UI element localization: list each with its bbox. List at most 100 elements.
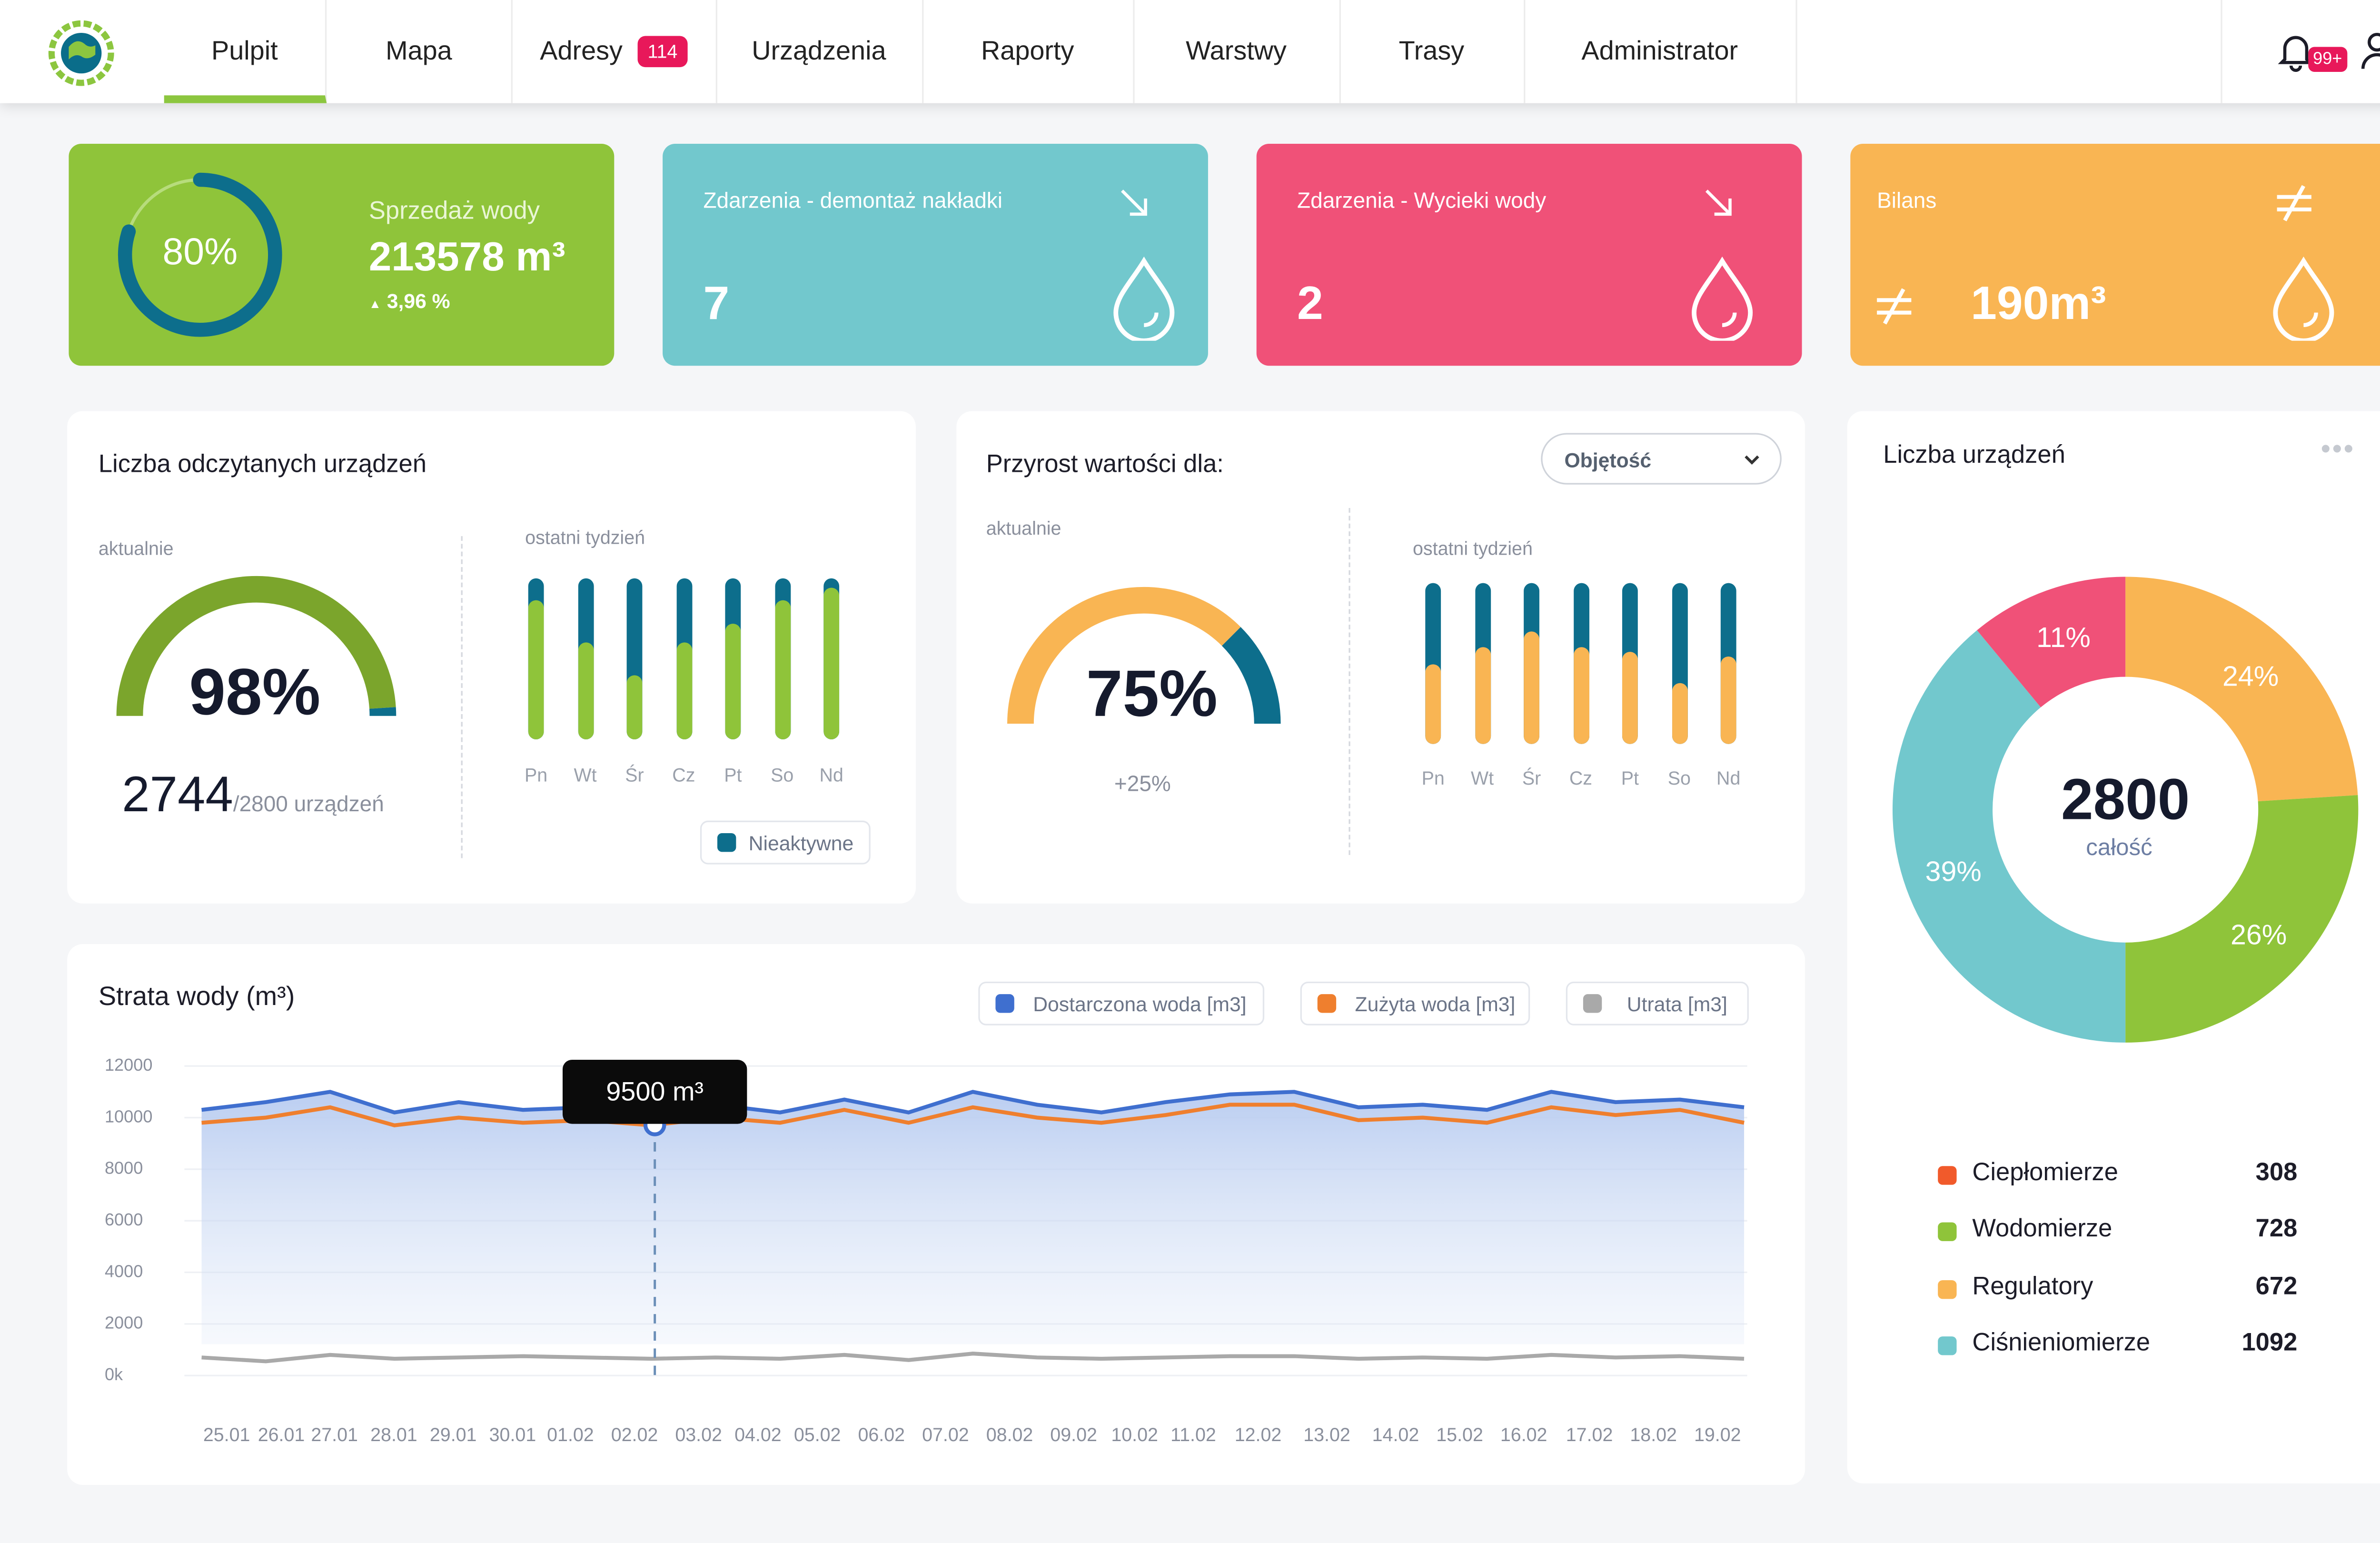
series-line[interactable]: [201, 1090, 1745, 1115]
kpi-sales-card[interactable]: 80% Sprzedaż wody 213578 m³ ▲ 3,96 %: [69, 144, 615, 366]
tab-label: Urządzenia: [752, 36, 886, 66]
legend-count: 308: [2255, 1160, 2298, 1186]
not-equal-icon: [1877, 288, 1912, 325]
legend-dostarczona[interactable]: Dostarczona woda [m3]: [978, 981, 1265, 1025]
gauge-rest-arc: [1221, 627, 1281, 724]
series-line[interactable]: [201, 1103, 1745, 1127]
growth-gauge: [1007, 587, 1281, 724]
tab-label: Administrator: [1581, 36, 1738, 66]
legend-name: Regulatory: [1972, 1274, 2093, 1301]
x-tick-label: 09.02: [1050, 1424, 1097, 1446]
day-label: So: [1667, 767, 1691, 790]
y-tick: 10000: [104, 1108, 153, 1127]
x-tick-label: 10.02: [1111, 1424, 1158, 1446]
sales-change: ▲ 3,96 %: [369, 289, 450, 312]
legend-cisnieniomierze[interactable]: Ciśnieniomierze 1092: [1938, 1330, 2297, 1362]
divider: [461, 536, 463, 858]
week-bar-fill: [1671, 683, 1687, 744]
x-tick-label: 13.02: [1303, 1424, 1350, 1446]
week-bar-fill: [725, 623, 741, 739]
x-tick-label: 02.02: [611, 1424, 658, 1446]
sales-unit: m³: [516, 233, 565, 280]
tab-trasy[interactable]: Trasy: [1339, 0, 1526, 103]
donut-slice-label: 26%: [2231, 919, 2287, 950]
donut-slice[interactable]: [1977, 577, 2126, 707]
week-bar[interactable]: [675, 578, 692, 739]
sales-value: 213578 m³: [369, 233, 565, 281]
week-bar-fill: [528, 601, 544, 739]
week-bar[interactable]: [1622, 583, 1638, 744]
tab-label: Pulpit: [211, 36, 278, 66]
arrow-down-right-icon: [1121, 189, 1147, 216]
week-bar[interactable]: [774, 578, 790, 739]
week-bar[interactable]: [823, 578, 840, 739]
day-label: Pt: [1621, 767, 1639, 790]
demontaz-title: Zdarzenia - demontaż nakładki: [703, 187, 1002, 213]
week-bar[interactable]: [725, 578, 741, 739]
legend-name: Ciepłomierze: [1972, 1160, 2118, 1186]
tab-pulpit[interactable]: Pulpit: [164, 0, 327, 103]
legend-wodomierze[interactable]: Wodomierze 728: [1938, 1216, 2297, 1247]
week-bar[interactable]: [1720, 583, 1736, 744]
legend-swatch: [1938, 1166, 1957, 1185]
globe-logo-icon[interactable]: [47, 19, 115, 87]
series-line[interactable]: [201, 1352, 1745, 1364]
donut-slice-label: 39%: [1925, 856, 1982, 887]
x-tick-label: 25.01: [203, 1424, 250, 1446]
x-tick-label: 15.02: [1436, 1424, 1483, 1446]
legend-label: Nieaktywne: [748, 831, 854, 855]
tab-warstwy[interactable]: Warstwy: [1133, 0, 1341, 103]
week-bar[interactable]: [528, 578, 544, 739]
sales-percent: 80%: [162, 231, 238, 274]
devices-title: Liczba urządzeń: [1883, 442, 2065, 469]
legend-zuzyta[interactable]: Zużyta woda [m3]: [1300, 981, 1530, 1025]
tab-raporty[interactable]: Raporty: [922, 0, 1135, 103]
week-bar[interactable]: [1671, 583, 1687, 744]
week-bar-fill: [1622, 652, 1638, 744]
week-bar[interactable]: [1524, 583, 1539, 744]
legend-name: Wodomierze: [1972, 1216, 2112, 1243]
x-tick-label: 04.02: [734, 1424, 782, 1446]
x-tick-label: 16.02: [1500, 1424, 1547, 1446]
legend-count: 728: [2255, 1216, 2298, 1243]
kpi-demontaz-card[interactable]: Zdarzenia - demontaż nakładki 7: [663, 144, 1208, 366]
more-options-icon[interactable]: •••: [2320, 433, 2355, 465]
sales-number: 213578: [368, 233, 505, 280]
sales-change-value: 3,96 %: [387, 289, 450, 313]
gauge-value-arc: [1007, 587, 1241, 724]
week-bar[interactable]: [1573, 583, 1589, 744]
donut-slice[interactable]: [2125, 795, 2359, 1043]
donut-slice[interactable]: [1892, 630, 2126, 1043]
week-bar[interactable]: [577, 578, 593, 739]
user-icon[interactable]: [2358, 31, 2380, 72]
tab-administrator[interactable]: Administrator: [1524, 0, 1797, 103]
week-bar-fill: [823, 588, 840, 739]
legend-name: Ciśnieniomierze: [1972, 1330, 2151, 1357]
legend-nieaktywne[interactable]: Nieaktywne: [700, 820, 871, 865]
legend-regulatory[interactable]: Regulatory 672: [1938, 1274, 2297, 1305]
wycieki-value: 2: [1297, 278, 1323, 330]
tab-mapa[interactable]: Mapa: [327, 0, 513, 103]
day-label: Wt: [1471, 767, 1494, 790]
chevron-down-icon: [1745, 455, 1759, 465]
donut-slice[interactable]: [2125, 577, 2358, 802]
legend-swatch: [1938, 1280, 1957, 1299]
x-tick-label: 06.02: [858, 1424, 905, 1446]
tab-urzadzenia[interactable]: Urządzenia: [716, 0, 924, 103]
bell-icon[interactable]: [2275, 31, 2316, 72]
week-bar[interactable]: [1474, 583, 1490, 744]
week-bar[interactable]: [626, 578, 643, 739]
legend-dot: [717, 833, 736, 852]
x-tick-label: 18.02: [1630, 1424, 1677, 1446]
kpi-bilans-card[interactable]: Bilans 190m³: [1850, 144, 2380, 366]
week-bar[interactable]: [1425, 583, 1441, 744]
week-bar-fill: [577, 643, 593, 739]
x-tick-label: 14.02: [1372, 1424, 1419, 1446]
legend-count: 1092: [2241, 1330, 2298, 1357]
tab-adresy[interactable]: Adresy 114: [511, 0, 717, 103]
kpi-wycieki-card[interactable]: Zdarzenia - Wycieki wody 2: [1256, 144, 1802, 366]
legend-cieplomierze[interactable]: Ciepłomierze 308: [1938, 1160, 2297, 1191]
measure-select[interactable]: Objętość: [1541, 433, 1782, 485]
water-drop-icon: [1692, 256, 1753, 341]
legend-utrata[interactable]: Utrata [m3]: [1566, 981, 1749, 1025]
